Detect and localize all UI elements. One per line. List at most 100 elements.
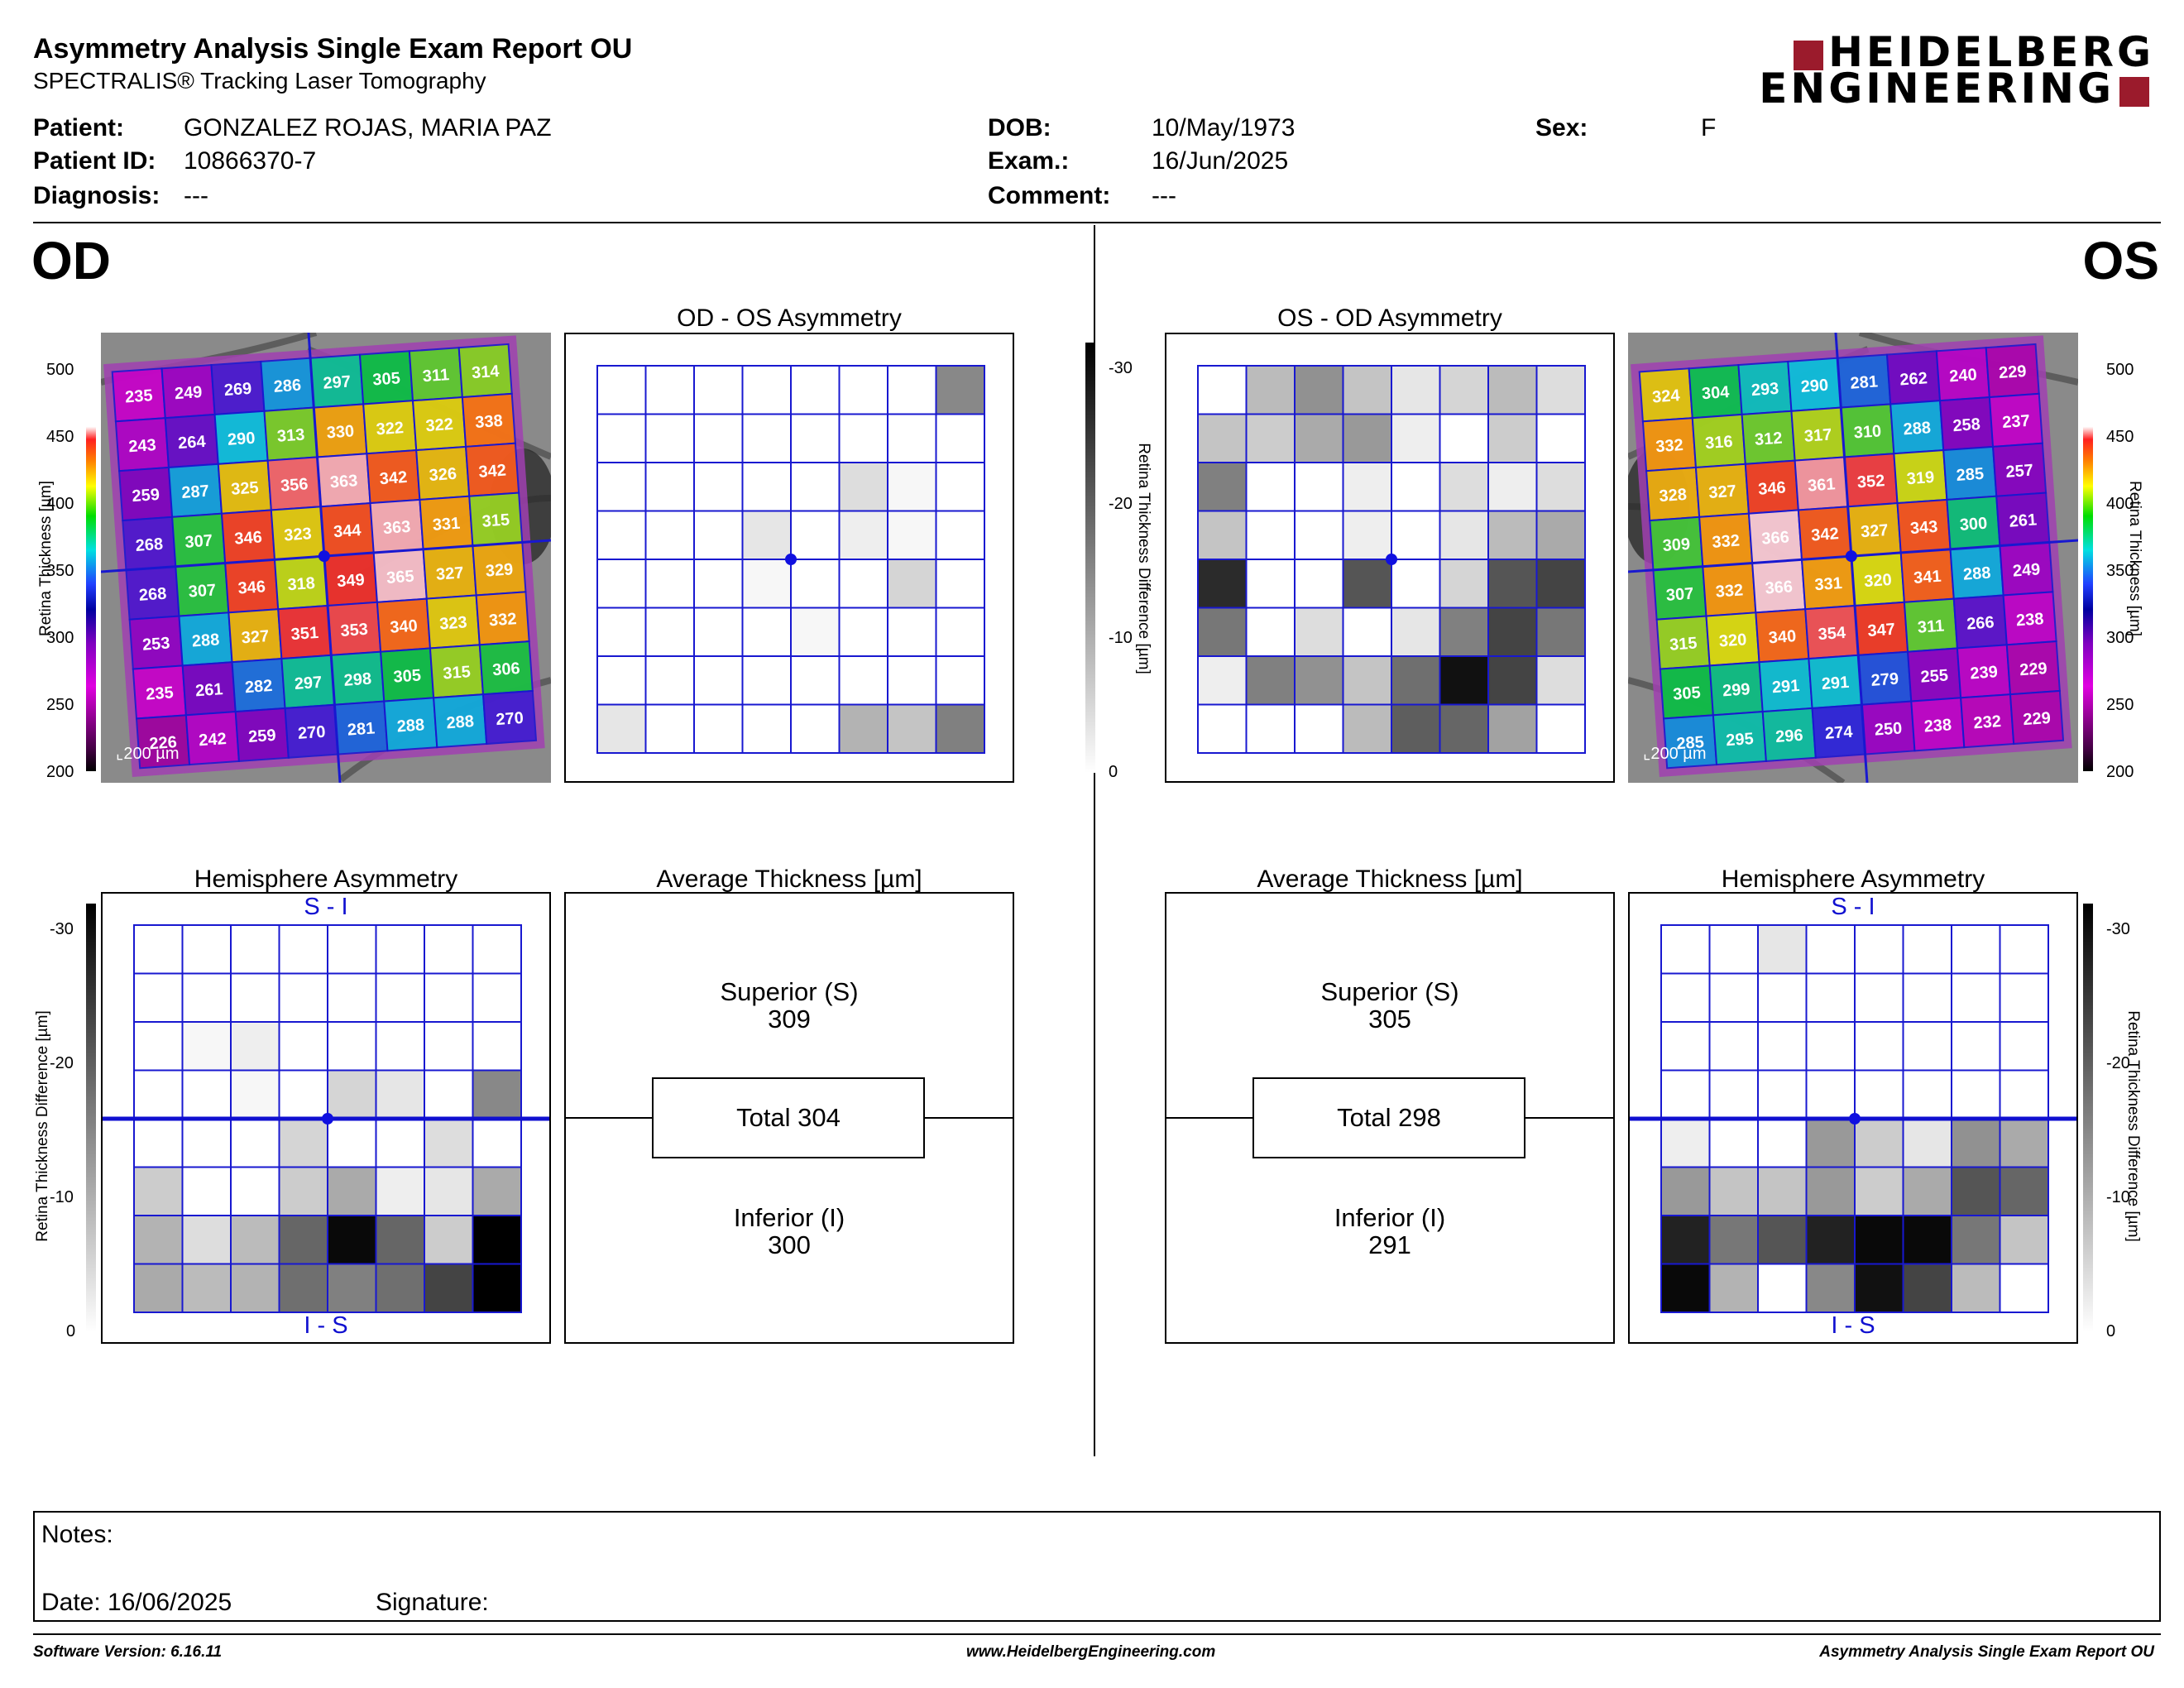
od-map-value: 349 bbox=[337, 571, 366, 591]
os-map-fovea-marker bbox=[1845, 550, 1857, 563]
os-map-value: 320 bbox=[1864, 571, 1893, 591]
os-map-value: 311 bbox=[1917, 617, 1945, 637]
os-map-value: 328 bbox=[1659, 486, 1688, 506]
od-asym-cell bbox=[838, 413, 888, 463]
od-hemi-cell bbox=[230, 1215, 280, 1265]
od-map-value: 315 bbox=[443, 663, 472, 683]
os-hemi-cell bbox=[1951, 972, 2001, 1023]
od-hemi-cell bbox=[133, 924, 184, 975]
os-asym-cell bbox=[1197, 703, 1248, 754]
os-label: OS bbox=[2082, 231, 2159, 290]
od-hemi-cell bbox=[278, 1263, 328, 1313]
os-asym-cell bbox=[1342, 365, 1392, 415]
os-hemi-cell bbox=[1902, 1166, 1952, 1216]
od-map-value: 338 bbox=[475, 412, 504, 432]
os-asym-cell bbox=[1342, 559, 1392, 609]
od-hemi-cell bbox=[133, 1215, 184, 1265]
od-map-value: 365 bbox=[386, 568, 414, 587]
os-asym-cell bbox=[1439, 655, 1489, 706]
os-hemi-cell bbox=[1660, 1263, 1711, 1313]
os-map-value: 319 bbox=[1906, 468, 1935, 488]
os-thickness-tick: 500 bbox=[2106, 361, 2134, 379]
od-scale-bar: ⌞200 µm bbox=[116, 745, 180, 763]
od-hemi-cell bbox=[424, 924, 474, 975]
od-hemi-cell bbox=[278, 972, 328, 1023]
od-hemi-cell bbox=[327, 1118, 377, 1168]
od-map-value: 322 bbox=[376, 419, 405, 439]
od-map-value: 331 bbox=[432, 515, 461, 535]
os-hemi-cell bbox=[1999, 972, 2049, 1023]
od-hemi-cell bbox=[133, 972, 184, 1023]
os-map-value: 354 bbox=[1818, 624, 1847, 644]
od-thickness-tick: 400 bbox=[46, 495, 74, 513]
os-map-value: 285 bbox=[1676, 733, 1705, 753]
od-map-value: 242 bbox=[199, 730, 228, 750]
os-asym-cell bbox=[1487, 365, 1538, 415]
od-map-overlay: 235 249 269 286 297 305 311 314 243 264 290 313 330 3… bbox=[84, 316, 568, 799]
od-hemi-cell bbox=[181, 924, 232, 975]
os-map-value: 239 bbox=[1970, 663, 1999, 683]
od-asym-cell bbox=[596, 462, 647, 512]
od-map-value: 307 bbox=[188, 581, 217, 601]
os-asym-cell bbox=[1535, 413, 1586, 463]
od-asym-cell bbox=[838, 462, 888, 512]
os-diff-tick: -20 bbox=[2106, 1054, 2130, 1072]
os-map-value: 324 bbox=[1651, 386, 1681, 406]
od-map-value: 270 bbox=[297, 723, 326, 743]
od-hemi-cell bbox=[133, 1118, 184, 1168]
os-map-value: 327 bbox=[1860, 521, 1889, 541]
os-hemi-cell bbox=[1660, 1021, 1711, 1072]
od-map-value: 281 bbox=[347, 719, 376, 739]
od-hemi-cell bbox=[424, 1118, 474, 1168]
os-hemi-cell bbox=[1660, 924, 1711, 975]
od-hemi-cell bbox=[424, 1069, 474, 1120]
footer-website[interactable]: www.HeidelbergEngineering.com bbox=[966, 1643, 1216, 1661]
os-asym-cell bbox=[1391, 559, 1441, 609]
od-map-value: 270 bbox=[496, 709, 524, 729]
os-hemi-cell bbox=[1999, 1166, 2049, 1216]
os-map-value: 290 bbox=[1800, 376, 1829, 396]
od-hemi-cell bbox=[181, 972, 232, 1023]
os-asym-cell bbox=[1197, 413, 1248, 463]
os-map-value: 312 bbox=[1754, 429, 1783, 449]
os-map-value: 295 bbox=[1726, 730, 1755, 750]
os-asym-cell bbox=[1487, 462, 1538, 512]
os-map-value: 229 bbox=[2019, 659, 2048, 679]
os-map-value: 250 bbox=[1874, 719, 1903, 739]
notes-box[interactable] bbox=[33, 1511, 2161, 1622]
od-asym-cell bbox=[887, 559, 937, 609]
od-hemi-cell bbox=[278, 1166, 328, 1216]
od-map-value: 323 bbox=[284, 525, 313, 544]
od-hemi-cell bbox=[278, 1215, 328, 1265]
od-superior: Superior (S) 309 bbox=[720, 977, 859, 1033]
od-average-title: Average Thickness [µm] bbox=[656, 866, 922, 893]
od-thickness-tick: 250 bbox=[46, 696, 74, 714]
os-hemi-cell bbox=[1660, 1069, 1711, 1120]
patient-id-label: Patient ID: bbox=[33, 147, 156, 175]
os-asym-cell bbox=[1294, 365, 1344, 415]
os-hemi-cell bbox=[1708, 1118, 1759, 1168]
od-map-value: 286 bbox=[273, 376, 302, 396]
od-asym-cell bbox=[596, 655, 647, 706]
os-map-value: 281 bbox=[1850, 372, 1879, 392]
od-hemi-bottom-label: I - S bbox=[304, 1312, 348, 1339]
od-diff-tick: -20 bbox=[50, 1054, 74, 1072]
os-hemi-cell bbox=[1805, 1118, 1856, 1168]
od-map-value: 322 bbox=[425, 415, 454, 435]
od-asym-cell bbox=[693, 559, 744, 609]
signature-label: Signature: bbox=[376, 1589, 489, 1616]
exam-label: Exam.: bbox=[988, 147, 1070, 175]
os-asym-cell bbox=[1535, 510, 1586, 560]
os-hemi-cell bbox=[1757, 1215, 1808, 1265]
od-hemi-cell bbox=[375, 924, 425, 975]
od-thickness-tick: 300 bbox=[46, 629, 74, 647]
os-hemi-cell bbox=[1757, 1021, 1808, 1072]
center-difference-colorbar bbox=[1085, 343, 1095, 773]
od-asym-cell bbox=[741, 607, 792, 657]
os-thickness-tick: 200 bbox=[2106, 763, 2134, 781]
os-hemi-cell bbox=[1999, 1118, 2049, 1168]
od-map-value: 323 bbox=[439, 613, 468, 633]
dob-value: 10/May/1973 bbox=[1152, 114, 1296, 141]
os-asym-cell bbox=[1294, 559, 1344, 609]
os-total: Total 298 bbox=[1252, 1077, 1525, 1158]
